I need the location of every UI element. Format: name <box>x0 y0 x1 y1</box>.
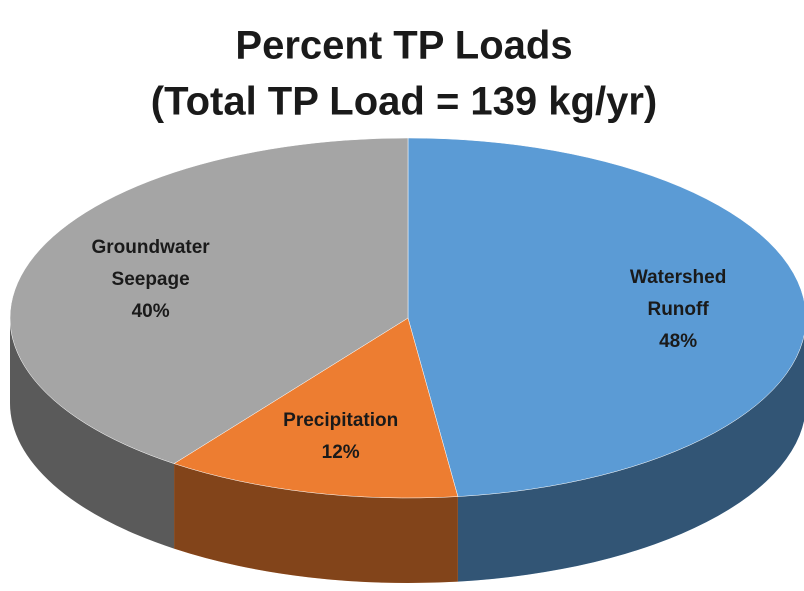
pie-side-shade <box>10 318 175 549</box>
chart-title: Percent TP Loads <box>235 24 572 68</box>
pie-side <box>174 463 458 583</box>
pie-slice <box>9 137 409 464</box>
pie-slice <box>173 317 459 499</box>
chart-subtitle: (Total TP Load = 139 kg/yr) <box>151 80 657 124</box>
pie-side-shade <box>174 463 458 583</box>
slice-category: Precipitation <box>283 409 399 431</box>
slice-category: Groundwater Seepage <box>91 237 210 291</box>
slice-label: Watershed Runoff 48% <box>613 262 743 358</box>
slice-category: Watershed Runoff <box>629 267 727 321</box>
pie-side-shade <box>457 335 804 582</box>
slice-value: 48% <box>659 331 698 353</box>
slice-label: Groundwater Seepage 40% <box>86 232 216 328</box>
slice-value: 40% <box>131 301 170 323</box>
pie-slice <box>407 137 804 497</box>
slice-value: 12% <box>321 441 360 463</box>
pie-side <box>457 335 804 582</box>
pie-side <box>10 318 175 549</box>
slice-label: Precipitation 12% <box>276 405 406 469</box>
